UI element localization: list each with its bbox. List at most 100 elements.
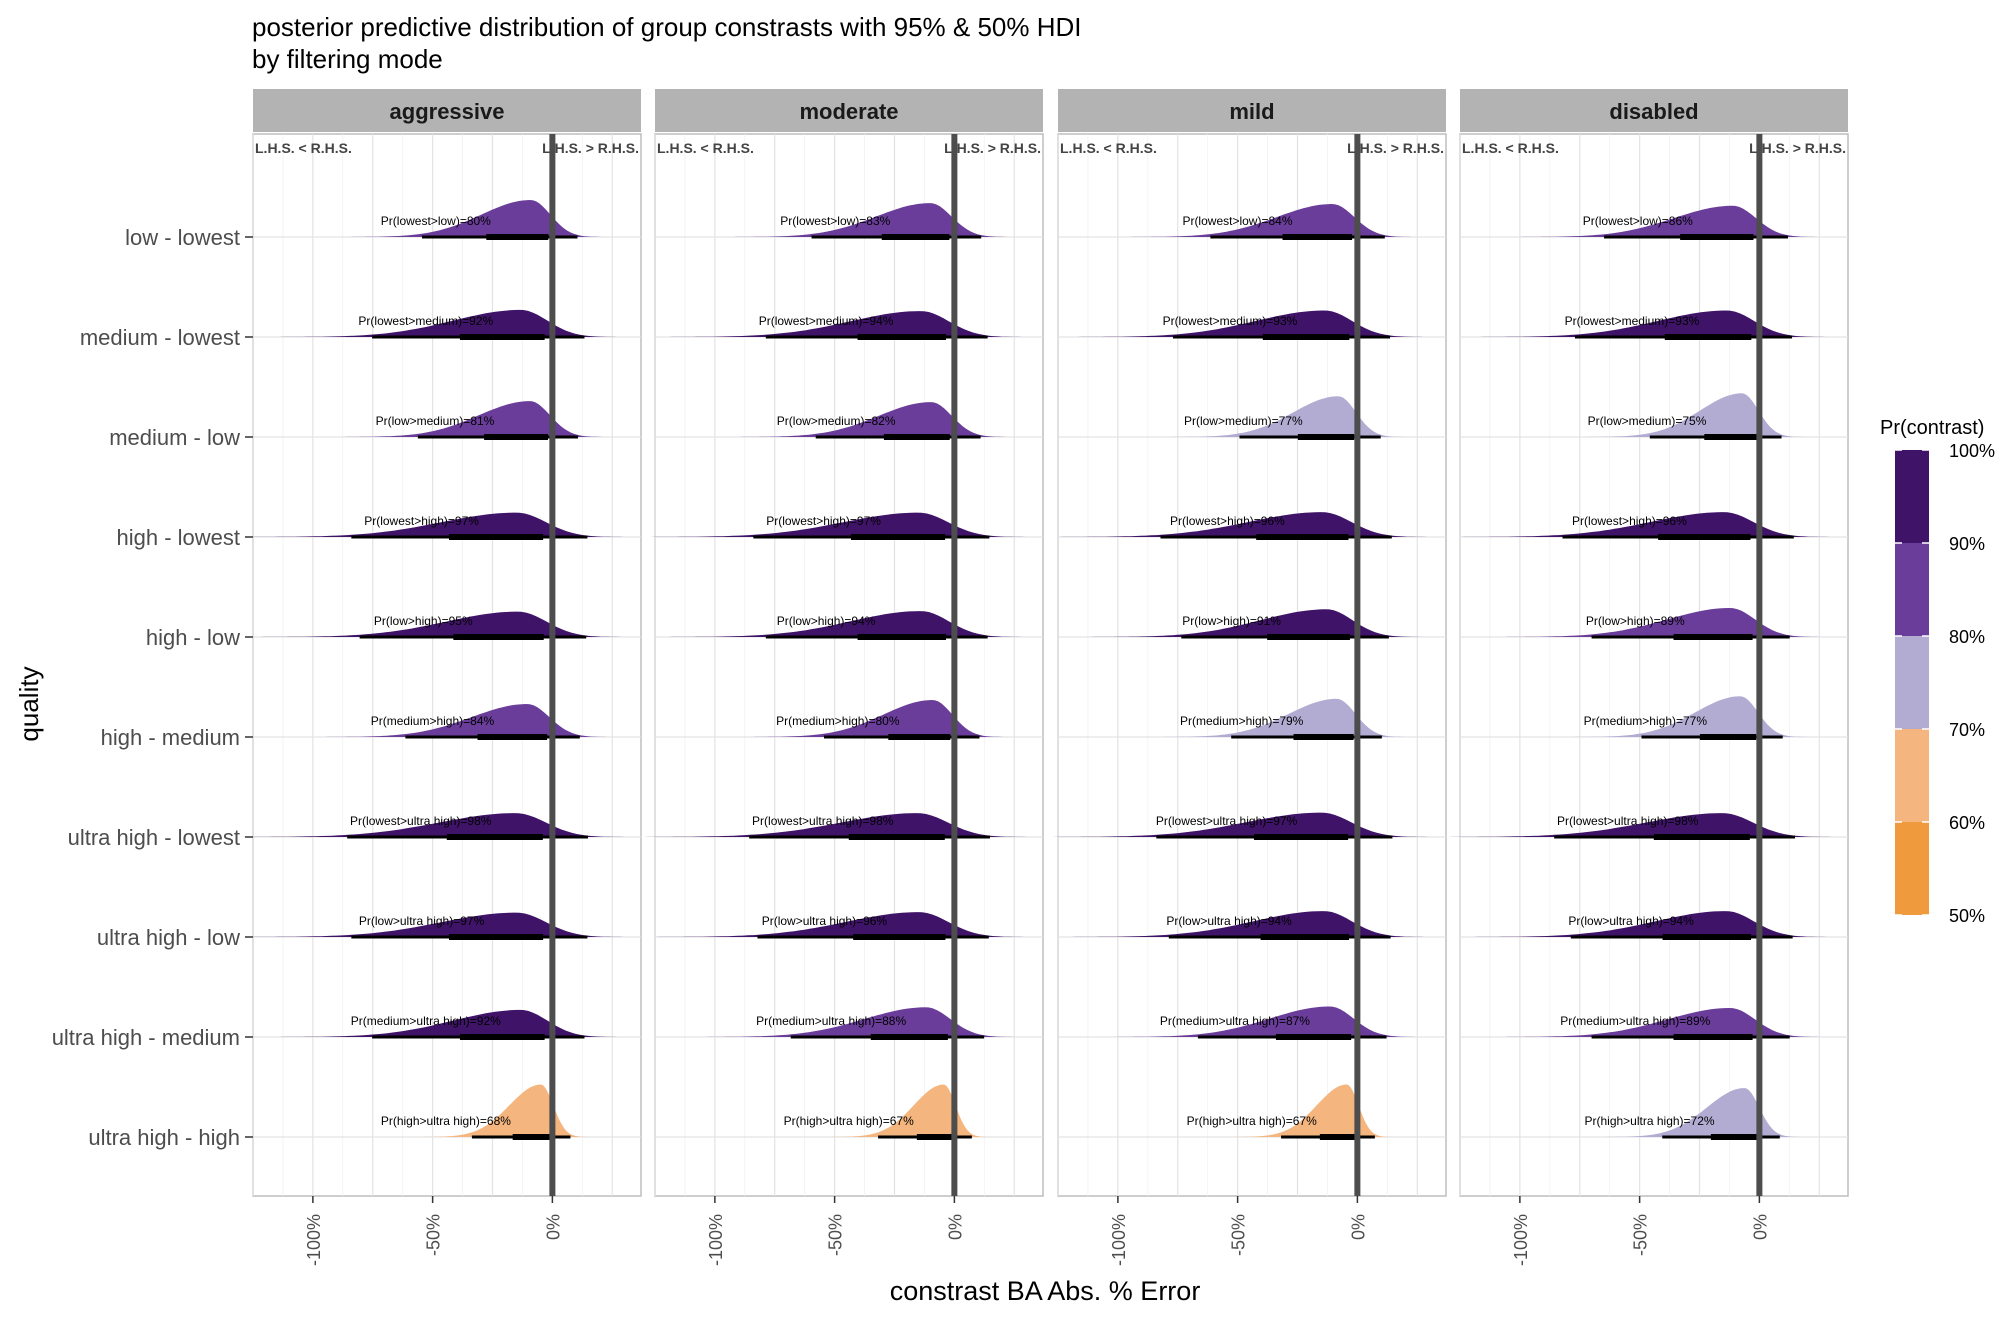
probability-label: Pr(lowest>high)=96%: [1572, 514, 1687, 528]
probability-label: Pr(low>ultra high)=96%: [762, 914, 888, 928]
legend-break-label: 100%: [1949, 441, 1995, 461]
probability-label: Pr(low>high)=95%: [374, 614, 473, 628]
facet-strip: [1460, 89, 1848, 132]
x-tick-label: -50%: [1631, 1214, 1651, 1256]
ridge-density: [1028, 512, 1439, 537]
x-tick-label: 0%: [1750, 1214, 1770, 1240]
probability-label: Pr(lowest>high)=97%: [364, 514, 479, 528]
y-tick-label: high - lowest: [116, 525, 240, 550]
facet-header-right: L.H.S. > R.H.S.: [1749, 140, 1846, 156]
y-tick-label: medium - low: [109, 425, 240, 450]
facet-header-right: L.H.S. > R.H.S.: [1347, 140, 1444, 156]
ridge-density: [611, 813, 1039, 837]
ridge-density: [1021, 812, 1440, 837]
legend-break-label: 90%: [1949, 534, 1985, 554]
ridge-density: [1062, 609, 1431, 637]
y-tick-label: ultra high - low: [97, 925, 240, 950]
x-tick-label: -50%: [826, 1214, 846, 1256]
ridge-density: [326, 401, 611, 437]
ridge-density: [714, 203, 1016, 237]
y-axis-label: quality: [14, 666, 44, 741]
panel-frame: [1459, 133, 1849, 1197]
probability-label: Pr(lowest>ultra high)=98%: [350, 814, 492, 828]
facet-title: aggressive: [390, 99, 505, 124]
legend: Pr(contrast)100% 90% 80% 70% 60% 50%: [1880, 417, 1995, 926]
probability-label: Pr(medium>high)=84%: [371, 714, 495, 728]
ridge-density: [250, 1009, 627, 1037]
probability-label: Pr(low>high)=89%: [1586, 614, 1685, 628]
facet-strip: [253, 89, 641, 132]
probability-label: Pr(low>high)=91%: [1182, 614, 1281, 628]
probability-label: Pr(high>ultra high)=68%: [381, 1114, 511, 1128]
ridge-density: [1478, 608, 1830, 637]
ridge-density: [1041, 911, 1435, 937]
y-tick-label: low - lowest: [125, 225, 240, 250]
probability-label: Pr(medium>ultra high)=88%: [756, 1014, 906, 1028]
ridge-density: [1048, 310, 1434, 337]
ridge-density: [209, 813, 637, 837]
probability-label: Pr(high>ultra high)=67%: [1187, 1114, 1317, 1128]
legend-break-label: 80%: [1949, 627, 1985, 647]
facet-header-left: L.H.S. < R.H.S.: [657, 140, 754, 156]
facet-strip: [655, 89, 1043, 132]
x-axis-label: constrast BA Abs. % Error: [890, 1276, 1201, 1306]
probability-label: Pr(low>medium)=82%: [777, 414, 896, 428]
probability-label: Pr(low>ultra high)=94%: [1166, 914, 1292, 928]
ridge-density: [216, 512, 635, 537]
ridge-density: [250, 309, 627, 337]
probability-label: Pr(medium>high)=80%: [776, 714, 900, 728]
ridge-density: [1144, 698, 1412, 737]
facet-header-left: L.H.S. < R.H.S.: [1060, 140, 1157, 156]
probability-label: Pr(lowest>low)=84%: [1182, 214, 1292, 228]
probability-label: Pr(lowest>low)=80%: [381, 214, 491, 228]
y-tick-label: medium - lowest: [80, 325, 240, 350]
ridge-density: [1450, 310, 1836, 337]
x-tick-label: -50%: [1229, 1214, 1249, 1256]
probability-label: Pr(high>ultra high)=67%: [784, 1114, 914, 1128]
ridge-density: [638, 611, 1032, 637]
ridge-density: [1478, 1008, 1830, 1037]
y-tick-label: ultra high - high: [88, 1125, 240, 1150]
legend-title: Pr(contrast): [1880, 417, 1984, 439]
probability-label: Pr(lowest>ultra high)=97%: [1156, 814, 1298, 828]
chart-subtitle: by filtering mode: [252, 44, 443, 74]
ridge-density: [1158, 396, 1409, 437]
ridge-density: [625, 912, 1036, 937]
panel-frame: [1057, 133, 1447, 1197]
legend-color-bin: [1895, 543, 1929, 636]
probability-label: Pr(low>medium)=81%: [376, 414, 495, 428]
ridge-density: [1110, 204, 1420, 237]
ridge-density: [721, 402, 1014, 437]
x-tick-label: -100%: [1511, 1214, 1531, 1266]
ridge-density: [1416, 813, 1844, 837]
y-tick-label: ultra high - medium: [52, 1025, 240, 1050]
probability-label: Pr(medium>high)=77%: [1584, 714, 1708, 728]
facet-header-right: L.H.S. > R.H.S.: [542, 140, 639, 156]
x-tick-label: 0%: [543, 1214, 563, 1240]
x-tick-label: -100%: [304, 1214, 324, 1266]
probability-label: Pr(low>high)=94%: [777, 614, 876, 628]
panel-frame: [654, 133, 1044, 1197]
panel-frame: [252, 133, 642, 1197]
facet-panel: mild L.H.S. < R.H.S. L.H.S. > R.H.S. Pr(low…: [1021, 89, 1447, 1266]
legend-color-bin: [1895, 729, 1929, 822]
legend-break-label: 70%: [1949, 720, 1985, 740]
probability-label: Pr(lowest>high)=97%: [766, 514, 881, 528]
chart-title: posterior predictive distribution of gro…: [252, 12, 1082, 42]
facet-panel: moderate L.H.S. < R.H.S. L.H.S. > R.H.S. Pr…: [611, 89, 1044, 1266]
facet-header-left: L.H.S. < R.H.S.: [255, 140, 352, 156]
facet-strip: [1058, 89, 1446, 132]
ridge-density: [1595, 1088, 1804, 1137]
probability-label: Pr(lowest>ultra high)=98%: [1557, 814, 1699, 828]
ridge-density: [618, 512, 1037, 537]
probability-label: Pr(lowest>low)=86%: [1583, 214, 1693, 228]
probability-label: Pr(lowest>medium)=93%: [1163, 314, 1298, 328]
legend-color-bin: [1895, 450, 1929, 543]
probability-label: Pr(medium>ultra high)=87%: [1160, 1014, 1310, 1028]
probability-label: Pr(low>medium)=75%: [1588, 414, 1707, 428]
x-tick-label: -100%: [706, 1214, 726, 1266]
probability-label: Pr(medium>high)=79%: [1180, 714, 1304, 728]
ridge-density: [1443, 911, 1837, 937]
legend-color-bin: [1895, 822, 1929, 915]
ridge-density: [1560, 696, 1811, 737]
